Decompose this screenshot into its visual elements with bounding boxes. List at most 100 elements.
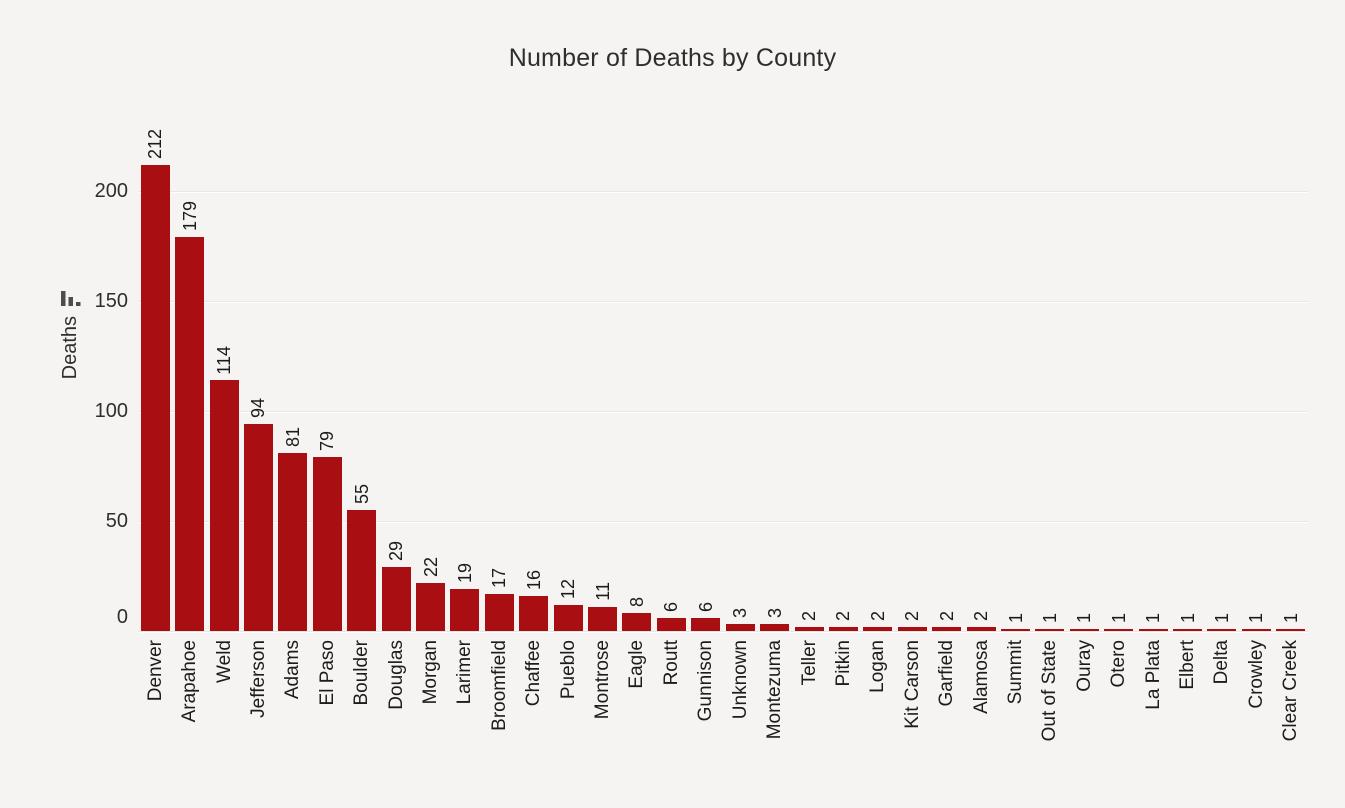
x-axis-label: Chaffee	[523, 640, 545, 707]
x-axis-label: Crowley	[1245, 640, 1267, 709]
bar-alamosa[interactable]	[966, 626, 996, 631]
x-axis-label: Summit	[1005, 640, 1026, 705]
bar-otero[interactable]	[1104, 628, 1134, 631]
bar-eagle[interactable]	[622, 613, 652, 631]
x-axis-label: Routt	[660, 640, 682, 686]
bar-value-label: 16	[523, 569, 544, 590]
bar-crowley[interactable]	[1241, 628, 1271, 631]
x-axis-label: Delta	[1211, 640, 1233, 685]
bar-chaffee[interactable]	[519, 595, 549, 631]
y-axis-title: Deaths	[52, 288, 88, 379]
sort-descending-icon	[60, 291, 80, 306]
bar-value-label: 2	[936, 610, 957, 621]
bar-value-label: 29	[386, 541, 407, 562]
bar-broomfield[interactable]	[484, 593, 514, 631]
x-axis-label: Elbert	[1177, 640, 1199, 690]
bar-unknown[interactable]	[725, 624, 755, 631]
y-tick-label: 200	[94, 180, 128, 202]
bar-delta[interactable]	[1207, 628, 1237, 631]
bar-boulder[interactable]	[347, 510, 377, 631]
bar-value-label: 2	[867, 610, 888, 621]
x-axis-label: Gunnison	[695, 640, 717, 722]
x-axis-label: Kit Carson	[901, 640, 923, 729]
x-axis-label: Otero	[1108, 640, 1130, 688]
y-tick-label: 0	[116, 606, 128, 628]
x-axis-label: Out of State	[1039, 640, 1061, 742]
bar-la-plata[interactable]	[1138, 628, 1168, 631]
bar-el-paso[interactable]	[312, 457, 342, 631]
bar-douglas[interactable]	[381, 567, 411, 631]
bar-montezuma[interactable]	[760, 624, 790, 631]
x-axis-label: Unknown	[729, 640, 751, 720]
gridline	[138, 191, 1308, 192]
bar-value-label: 2	[799, 610, 820, 621]
bar-morgan[interactable]	[416, 582, 445, 631]
bar-value-label: 2	[833, 610, 854, 621]
bar-value-label: 3	[730, 608, 751, 619]
bar-value-label: 114	[214, 345, 235, 375]
bar-ouray[interactable]	[1069, 628, 1099, 631]
bar-value-label: 81	[282, 426, 303, 447]
bar-value-label: 1	[1143, 612, 1164, 623]
bar-weld[interactable]	[209, 380, 239, 631]
bar-value-label: 1	[1246, 612, 1267, 623]
x-axis-label: Montrose	[592, 640, 614, 720]
bar-value-label: 3	[764, 608, 785, 619]
gridline	[138, 631, 1308, 632]
bar-value-label: 1	[1074, 612, 1095, 623]
x-axis-label: Clear Creek	[1280, 640, 1302, 742]
bar-clear-creek[interactable]	[1276, 628, 1306, 631]
bar-value-label: 1	[1005, 612, 1026, 623]
bar-pueblo[interactable]	[553, 604, 583, 631]
x-axis-label: Boulder	[351, 640, 373, 706]
bar-kit-carson[interactable]	[897, 626, 927, 631]
bar-pitkin[interactable]	[828, 626, 858, 631]
bar-value-label: 2	[971, 610, 992, 621]
bar-gunnison[interactable]	[691, 617, 721, 631]
bar-value-label: 17	[489, 567, 510, 588]
y-tick-label: 150	[94, 290, 128, 312]
bar-teller[interactable]	[794, 626, 824, 631]
bar-value-label: 179	[179, 201, 200, 232]
bar-logan[interactable]	[863, 626, 893, 631]
bar-value-label: 1	[1211, 612, 1232, 623]
bar-out-of-state[interactable]	[1035, 628, 1065, 631]
y-tick-label: 50	[105, 510, 128, 532]
x-axis-label: Douglas	[385, 640, 407, 710]
gridline	[138, 521, 1308, 522]
x-axis-label: Teller	[798, 640, 820, 686]
x-axis-label: Alamosa	[970, 640, 992, 714]
bar-elbert[interactable]	[1173, 628, 1203, 631]
bar-larimer[interactable]	[450, 589, 480, 631]
bar-montrose[interactable]	[588, 606, 618, 631]
bar-value-label: 12	[558, 578, 579, 599]
bar-value-label: 1	[1280, 612, 1301, 623]
bar-summit[interactable]	[1001, 628, 1030, 631]
bar-value-label: 212	[145, 128, 166, 159]
x-axis-label: Denver	[144, 640, 166, 702]
x-axis-label: Jefferson	[247, 640, 269, 718]
bar-routt[interactable]	[656, 617, 686, 631]
bar-value-label: 6	[695, 601, 716, 612]
bar-adams[interactable]	[278, 452, 308, 631]
gridline	[138, 411, 1308, 412]
bar-value-label: 1	[1177, 612, 1198, 623]
x-axis-label: Broomfield	[488, 640, 510, 731]
bar-garfield[interactable]	[932, 626, 962, 631]
bar-arapahoe[interactable]	[175, 237, 205, 631]
x-axis-label: Pueblo	[557, 640, 579, 700]
bar-denver[interactable]	[140, 164, 170, 631]
bar-value-label: 1	[1108, 612, 1129, 623]
bar-value-label: 8	[626, 597, 647, 608]
x-axis-label: Logan	[867, 640, 889, 693]
x-axis-label: Arapahoe	[179, 640, 201, 723]
x-axis-label: Weld	[213, 640, 235, 683]
x-axis-label: Adams	[282, 640, 304, 700]
x-axis-label: Montezuma	[764, 640, 786, 740]
y-tick-label: 100	[94, 400, 128, 422]
x-axis-label: La Plata	[1142, 640, 1164, 710]
bar-value-label: 1	[1039, 612, 1060, 623]
bar-jefferson[interactable]	[243, 424, 273, 631]
